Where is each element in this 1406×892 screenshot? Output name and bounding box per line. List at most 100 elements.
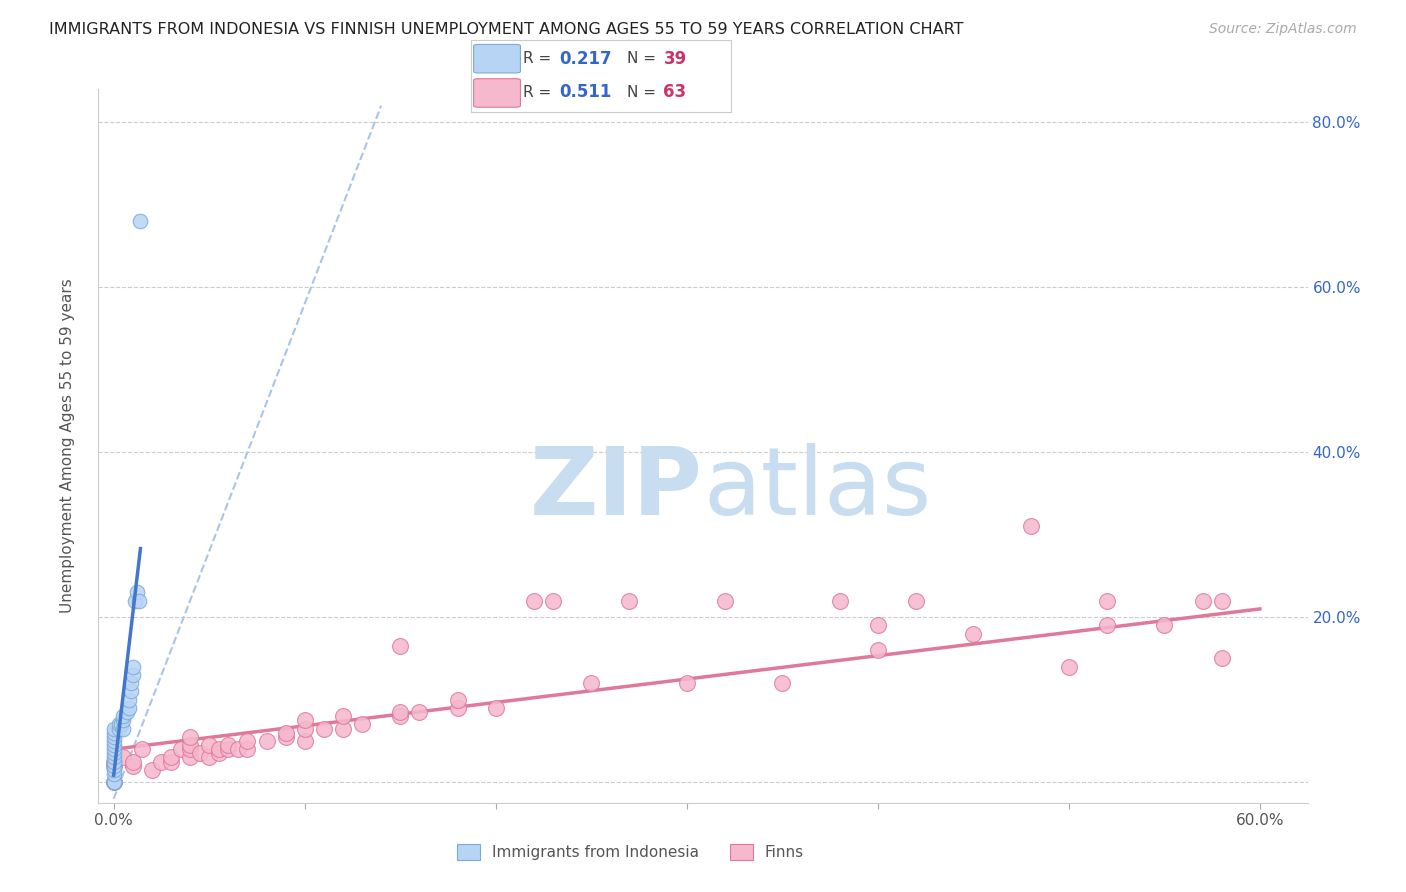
Point: [389, 709, 412, 723]
Point: [217, 738, 239, 752]
Point: [1095, 618, 1118, 632]
Point: [103, 775, 125, 789]
Point: [103, 722, 125, 736]
Point: [103, 775, 125, 789]
Point: [1211, 651, 1233, 665]
Point: [103, 755, 125, 769]
Point: [103, 738, 125, 752]
Point: [294, 722, 316, 736]
Point: [103, 755, 125, 769]
Point: [350, 717, 373, 731]
Point: [115, 705, 138, 719]
Point: [110, 717, 132, 731]
Point: [120, 676, 142, 690]
Point: [332, 709, 354, 723]
Point: [389, 705, 412, 719]
Point: [332, 722, 354, 736]
Point: [236, 742, 259, 756]
Point: [118, 701, 141, 715]
Point: [962, 626, 984, 640]
Point: [121, 758, 143, 772]
Text: N =: N =: [627, 85, 661, 100]
Point: [103, 775, 125, 789]
Point: [103, 775, 125, 789]
Text: 0.511: 0.511: [560, 83, 612, 101]
Point: [103, 767, 125, 781]
Text: atlas: atlas: [703, 442, 931, 535]
Point: [150, 755, 173, 769]
Text: R =: R =: [523, 85, 557, 100]
Point: [103, 763, 125, 777]
Text: 39: 39: [664, 50, 686, 68]
Point: [112, 714, 135, 728]
Point: [112, 750, 135, 764]
Point: [169, 742, 191, 756]
Point: [485, 701, 508, 715]
Point: [256, 734, 278, 748]
Point: [1019, 519, 1042, 533]
Point: [236, 734, 259, 748]
Point: [188, 747, 211, 761]
Point: [160, 750, 183, 764]
Point: [141, 763, 163, 777]
Point: [828, 593, 851, 607]
Point: [103, 725, 125, 739]
Point: [103, 758, 125, 772]
Point: [160, 755, 183, 769]
Point: [179, 738, 201, 752]
Point: [217, 742, 239, 756]
Point: [446, 701, 468, 715]
Point: [619, 593, 641, 607]
Point: [274, 730, 297, 744]
Point: [1191, 593, 1213, 607]
Text: ZIP: ZIP: [530, 442, 703, 535]
Point: [770, 676, 793, 690]
Point: [198, 750, 221, 764]
Point: [121, 668, 143, 682]
Point: [103, 775, 125, 789]
Point: [103, 742, 125, 756]
Point: [103, 775, 125, 789]
Text: IMMIGRANTS FROM INDONESIA VS FINNISH UNEMPLOYMENT AMONG AGES 55 TO 59 YEARS CORR: IMMIGRANTS FROM INDONESIA VS FINNISH UNE…: [49, 22, 963, 37]
Point: [179, 750, 201, 764]
Point: [208, 742, 231, 756]
Point: [108, 717, 131, 731]
Point: [129, 214, 152, 228]
Point: [112, 722, 135, 736]
Point: [1153, 618, 1175, 632]
Point: [312, 722, 335, 736]
Point: [446, 692, 468, 706]
Point: [103, 775, 125, 789]
Point: [581, 676, 603, 690]
Point: [112, 709, 135, 723]
Point: [131, 742, 153, 756]
Point: [103, 775, 125, 789]
Point: [103, 775, 125, 789]
Point: [274, 725, 297, 739]
Point: [198, 738, 221, 752]
Point: [294, 734, 316, 748]
Point: [103, 730, 125, 744]
FancyBboxPatch shape: [474, 45, 520, 73]
Point: [118, 692, 141, 706]
Point: [541, 593, 564, 607]
Point: [866, 643, 889, 657]
Point: [108, 722, 131, 736]
Point: [714, 593, 737, 607]
Y-axis label: Unemployment Among Ages 55 to 59 years: Unemployment Among Ages 55 to 59 years: [60, 278, 75, 614]
Point: [103, 750, 125, 764]
Point: [103, 775, 125, 789]
Point: [103, 747, 125, 761]
Point: [226, 742, 249, 756]
Point: [904, 593, 927, 607]
Point: [389, 639, 412, 653]
Point: [124, 593, 146, 607]
Point: [103, 758, 125, 772]
Text: Source: ZipAtlas.com: Source: ZipAtlas.com: [1209, 22, 1357, 37]
Point: [1095, 593, 1118, 607]
Point: [125, 585, 148, 599]
Point: [103, 775, 125, 789]
Point: [208, 747, 231, 761]
Text: N =: N =: [627, 51, 661, 66]
Point: [1211, 593, 1233, 607]
